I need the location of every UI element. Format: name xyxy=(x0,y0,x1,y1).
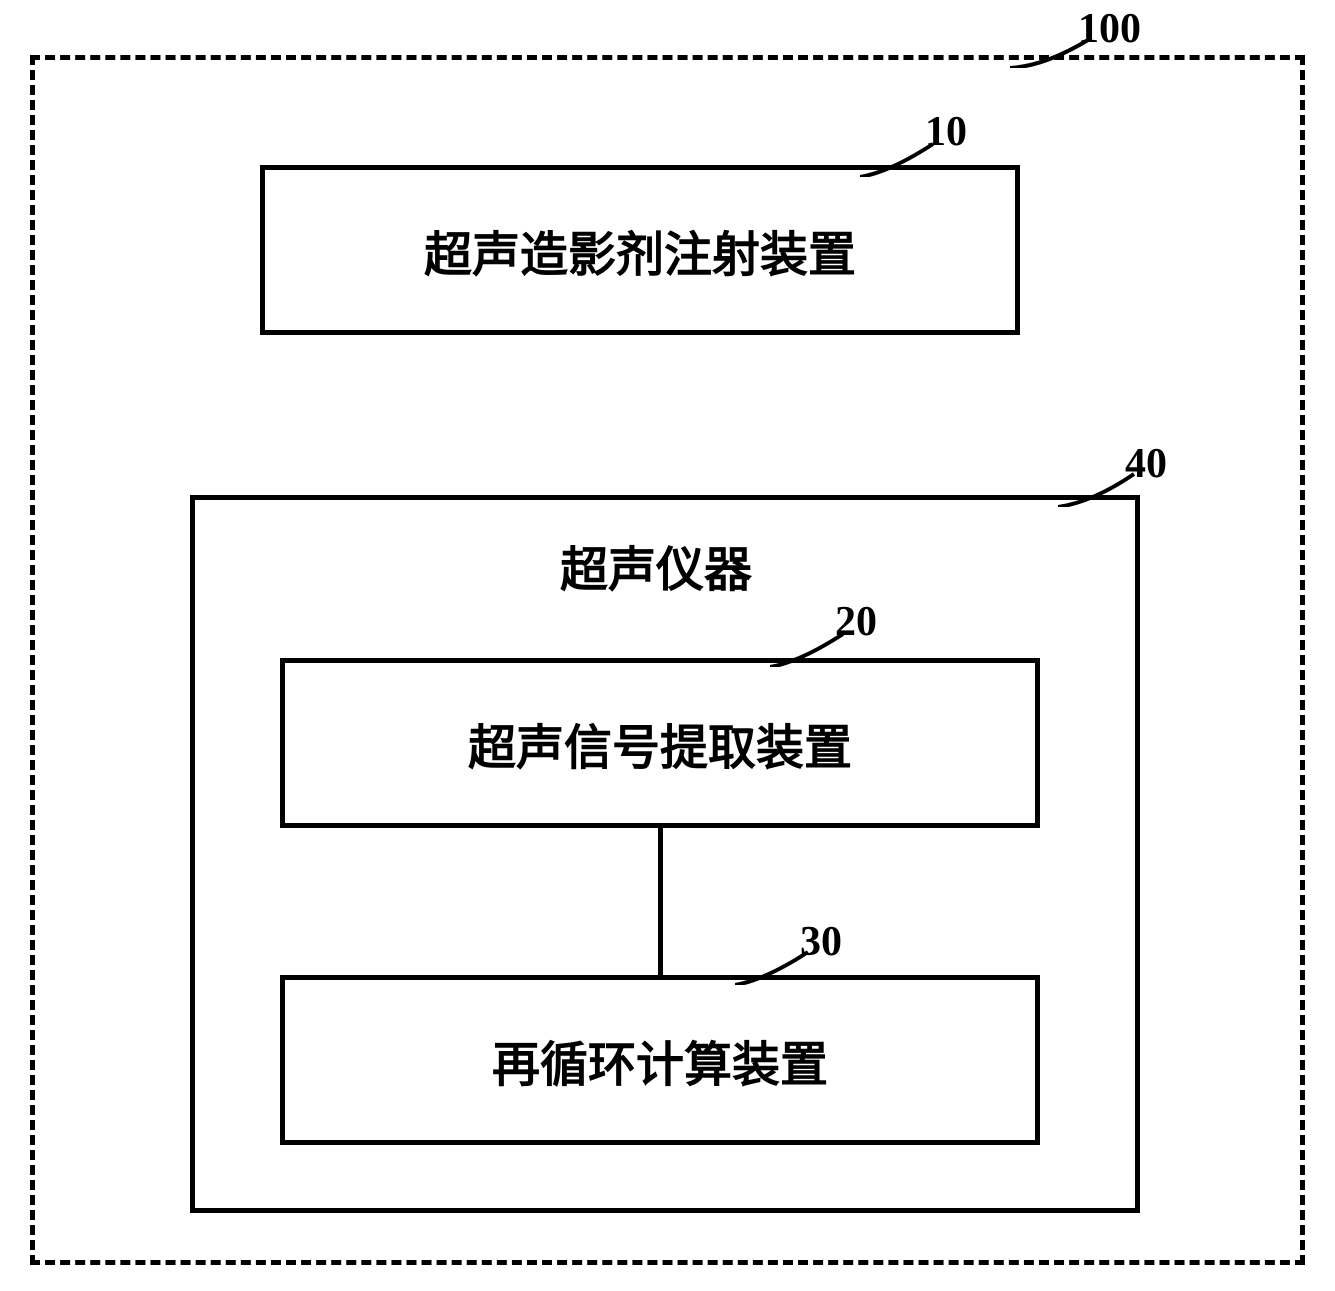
connector-20-30 xyxy=(658,828,663,975)
label-100: 100 xyxy=(1078,5,1141,53)
box-contrast-injection: 超声造影剂注射装置 xyxy=(260,165,1020,335)
label-30: 30 xyxy=(800,918,842,966)
label-10: 10 xyxy=(925,108,967,156)
callout-line-10 xyxy=(860,142,935,177)
callout-line-20 xyxy=(770,632,845,667)
box-30-text: 再循环计算装置 xyxy=(492,1025,828,1095)
box-recirculation-calc: 再循环计算装置 xyxy=(280,975,1040,1145)
box-signal-extraction: 超声信号提取装置 xyxy=(280,658,1040,828)
callout-line-30 xyxy=(735,950,810,985)
label-40: 40 xyxy=(1125,440,1167,488)
box-20-text: 超声信号提取装置 xyxy=(468,708,852,778)
label-20: 20 xyxy=(835,598,877,646)
box-10-text: 超声造影剂注射装置 xyxy=(424,215,856,285)
title-40: 超声仪器 xyxy=(560,530,752,600)
